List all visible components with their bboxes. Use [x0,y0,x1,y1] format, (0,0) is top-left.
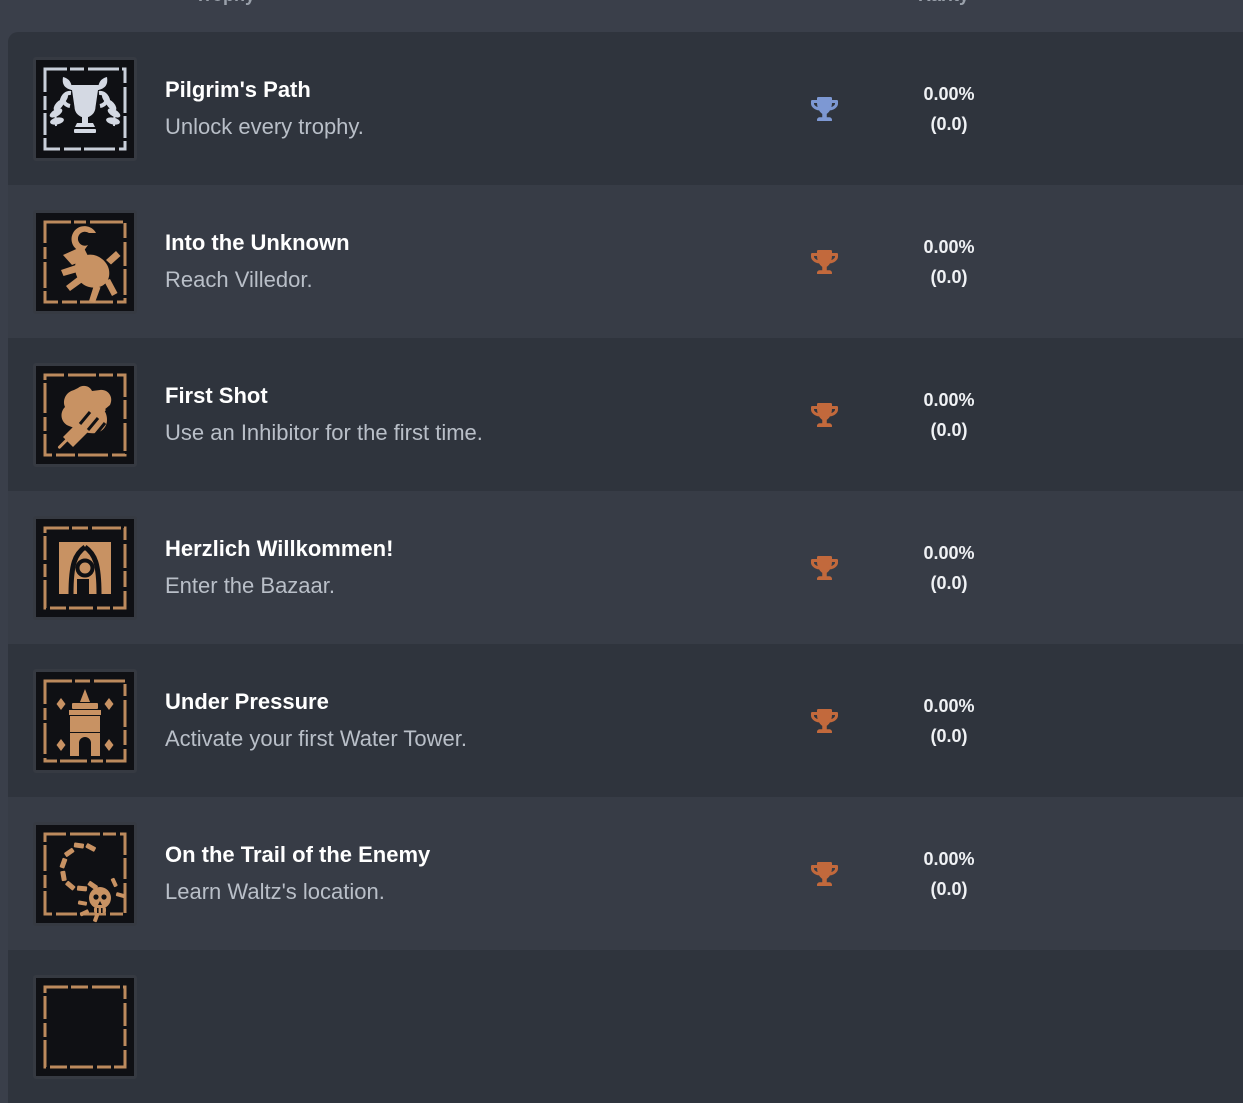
rarity-points: (0.0) [930,572,968,593]
goat-icon [43,220,127,303]
rarity-points: (0.0) [930,725,968,746]
trophy-grade-icon [810,708,838,733]
trophy-grade-icon [810,861,838,886]
trail-skull-icon [43,832,127,922]
rarity-percent: 0.00% [923,695,975,716]
rarity-cell: 0.00% (0.0) [889,79,1009,139]
rarity-percent: 0.00% [923,236,975,257]
trophy-list: Pilgrim's Path Unlock every trophy. 0.00… [8,32,1243,1103]
fist-syringe-icon [43,373,127,456]
trophy-grade-cell [759,249,889,274]
trophy-row[interactable] [8,950,1243,1103]
rarity-percent: 0.00% [923,542,975,563]
wreath-trophy-icon [43,67,127,150]
bazaar-arch-icon [43,526,127,609]
rarity-percent: 0.00% [923,848,975,869]
hidden-trophy-icon [43,985,127,1068]
trophy-description: Reach Villedor. [165,267,313,292]
trophy-grade-cell [759,96,889,121]
rarity-points: (0.0) [930,266,968,287]
trophy-row[interactable]: Into the Unknown Reach Villedor. 0.00% (… [8,185,1243,338]
trophy-art-icon [33,209,137,314]
column-header-rarity[interactable]: Rarity [918,0,969,5]
trophy-title: Under Pressure [165,689,329,714]
trophy-grade-cell [759,555,889,580]
trophy-grade-icon [810,96,838,121]
trophy-title: Into the Unknown [165,230,350,255]
rarity-points: (0.0) [930,878,968,899]
trophy-grade-icon [810,402,838,427]
trophy-art-icon [33,362,137,467]
trophy-description: Enter the Bazaar. [165,573,335,598]
trophy-title: Pilgrim's Path [165,77,311,102]
trophy-art-icon [33,515,137,620]
column-header-trophy[interactable]: Trophy [195,0,255,5]
trophy-description: Unlock every trophy. [165,114,364,139]
trophy-grade-cell [759,402,889,427]
rarity-percent: 0.00% [923,389,975,410]
rarity-cell: 0.00% (0.0) [889,385,1009,445]
trophy-art-icon [33,668,137,773]
rarity-points: (0.0) [930,419,968,440]
trophy-row[interactable]: Pilgrim's Path Unlock every trophy. 0.00… [8,32,1243,185]
trophy-description: Use an Inhibitor for the first time. [165,420,483,445]
rarity-cell: 0.00% (0.0) [889,232,1009,292]
rarity-percent: 0.00% [923,83,975,104]
trophy-title: Herzlich Willkommen! [165,536,394,561]
trophy-description: Learn Waltz's location. [165,879,385,904]
water-tower-icon [43,679,127,762]
trophy-grade-icon [810,555,838,580]
trophy-art-icon [33,821,137,926]
trophy-row[interactable]: On the Trail of the Enemy Learn Waltz's … [8,797,1243,950]
column-header-strip: Trophy Rarity [0,0,1243,32]
rarity-cell: 0.00% (0.0) [889,844,1009,904]
trophy-description: Activate your first Water Tower. [165,726,467,751]
trophy-grade-cell [759,708,889,733]
trophy-row[interactable]: Under Pressure Activate your first Water… [8,644,1243,797]
trophy-title: On the Trail of the Enemy [165,842,431,867]
trophy-grade-icon [810,249,838,274]
trophy-art-icon [33,56,137,161]
rarity-cell: 0.00% (0.0) [889,538,1009,598]
trophy-title: First Shot [165,383,268,408]
rarity-points: (0.0) [930,113,968,134]
trophy-art-icon [33,974,137,1079]
trophy-row[interactable]: Herzlich Willkommen! Enter the Bazaar. 0… [8,491,1243,644]
trophy-grade-cell [759,861,889,886]
rarity-cell: 0.00% (0.0) [889,691,1009,751]
trophy-row[interactable]: First Shot Use an Inhibitor for the firs… [8,338,1243,491]
